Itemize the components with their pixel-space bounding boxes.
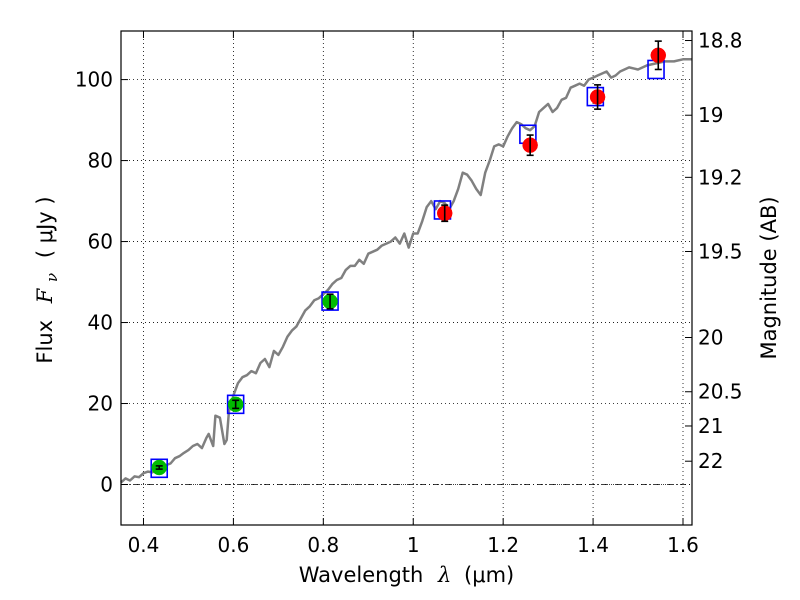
magnitude-tick-label: 19.5 (698, 240, 743, 264)
model-band-box (226, 394, 245, 415)
x-tick-label: 0.6 (217, 533, 249, 557)
x-tick-label: 1 (407, 533, 420, 557)
magnitude-tick-label: 21 (698, 414, 723, 438)
y-axis-label-text: Flux (33, 320, 57, 364)
magnitude-tick-label: 19.2 (698, 165, 743, 189)
y-axis-label-subscript: ν (43, 273, 61, 282)
magnitude-tick-label: 20 (698, 325, 723, 349)
x-tick-label: 0.8 (307, 533, 339, 557)
x-axis-label-text: Wavelength (299, 563, 424, 587)
y-tick-label: 100 (75, 68, 113, 92)
model-band-box (150, 458, 169, 479)
y-tick-label: 60 (88, 230, 113, 254)
y-tick-label: 40 (88, 311, 113, 335)
y-axis-label-unit: ( μJy ) (33, 196, 57, 258)
x-axis-label-symbol: λ (437, 563, 451, 587)
photometry-points (151, 40, 667, 476)
y-axis-label-symbol: F (33, 287, 57, 304)
grid (121, 31, 692, 525)
x-tick-label: 1.4 (577, 533, 609, 557)
y-axis-label: Flux F ν ( μJy ) (33, 196, 62, 363)
model-band-box (321, 291, 339, 311)
model-spectrum-line (120, 58, 692, 484)
axis-ticks: 0.4 0.6 0.8 1 1.2 1.4 1.6 0 20 40 60 80 100 18.8 19 19.… (75, 29, 743, 557)
plot-frame (120, 30, 693, 526)
y-tick-label: 0 (100, 473, 113, 497)
x-tick-label: 1.2 (487, 533, 519, 557)
x-axis-label: Wavelength λ (μm) (299, 563, 514, 587)
magnitude-tick-label: 22 (698, 449, 723, 473)
magnitude-tick-label: 18.8 (698, 29, 743, 53)
model-spectrum (120, 58, 692, 484)
x-tick-label: 1.6 (667, 533, 699, 557)
y-tick-label: 20 (88, 392, 113, 416)
magnitude-tick-label: 19 (698, 103, 723, 127)
magnitude-tick-label: 20.5 (698, 380, 743, 404)
magnitude-axis-label: Magnitude (AB) (757, 196, 781, 359)
x-axis-label-unit: (μm) (464, 563, 514, 587)
y-tick-label: 80 (88, 149, 113, 173)
x-tick-label: 0.4 (128, 533, 160, 557)
